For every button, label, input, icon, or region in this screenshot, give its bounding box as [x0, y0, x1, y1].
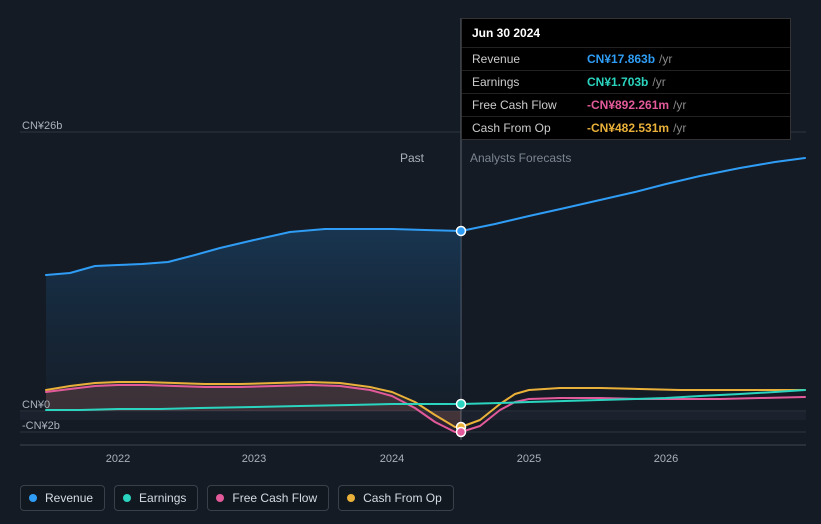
tooltip-row-value: -CN¥482.531m [587, 121, 669, 135]
legend-item-label: Cash From Op [363, 491, 442, 505]
tooltip-row-value: -CN¥892.261m [587, 98, 669, 112]
chart-legend: Revenue Earnings Free Cash Flow Cash From O… [20, 485, 454, 511]
x-tick-label: 2024 [380, 453, 404, 465]
tooltip-row: RevenueCN¥17.863b/yr [462, 47, 790, 70]
tooltip-row-unit: /yr [659, 52, 672, 66]
tooltip-row-unit: /yr [673, 98, 686, 112]
x-tick-label: 2025 [517, 453, 541, 465]
tooltip-row: EarningsCN¥1.703b/yr [462, 70, 790, 93]
tooltip-row: Cash From Op-CN¥482.531m/yr [462, 116, 790, 139]
highlight-marker-revenue [457, 227, 466, 236]
legend-item-cash_from_op[interactable]: Cash From Op [338, 485, 454, 511]
x-tick-label: 2023 [242, 453, 266, 465]
tooltip-row-label: Cash From Op [472, 121, 587, 135]
tooltip-row-value: CN¥17.863b [587, 52, 655, 66]
chart-tooltip: Jun 30 2024 RevenueCN¥17.863b/yrEarnings… [461, 18, 791, 140]
past-label: Past [400, 151, 424, 165]
legend-item-earnings[interactable]: Earnings [114, 485, 198, 511]
forecast-label: Analysts Forecasts [470, 151, 571, 165]
x-tick-label: 2026 [654, 453, 678, 465]
financial-chart: CN¥26b CN¥0 -CN¥2b 2022 2023 2024 2025 2026 Pas… [0, 0, 821, 524]
legend-item-revenue[interactable]: Revenue [20, 485, 105, 511]
x-tick-label: 2022 [106, 453, 130, 465]
tooltip-row-value: CN¥1.703b [587, 75, 648, 89]
tooltip-row-label: Earnings [472, 75, 587, 89]
y-tick-label: CN¥26b [22, 120, 62, 132]
y-tick-label: -CN¥2b [22, 420, 60, 432]
legend-dot-icon [216, 494, 224, 502]
tooltip-row-unit: /yr [652, 75, 665, 89]
tooltip-row-label: Revenue [472, 52, 587, 66]
legend-item-label: Revenue [45, 491, 93, 505]
highlight-marker-free_cash_flow [457, 428, 466, 437]
legend-item-label: Free Cash Flow [232, 491, 317, 505]
legend-dot-icon [29, 494, 37, 502]
legend-dot-icon [123, 494, 131, 502]
tooltip-title: Jun 30 2024 [462, 19, 790, 47]
legend-item-free_cash_flow[interactable]: Free Cash Flow [207, 485, 329, 511]
legend-dot-icon [347, 494, 355, 502]
y-tick-label: CN¥0 [22, 399, 50, 411]
highlight-marker-earnings [457, 400, 466, 409]
tooltip-row-label: Free Cash Flow [472, 98, 587, 112]
tooltip-row: Free Cash Flow-CN¥892.261m/yr [462, 93, 790, 116]
tooltip-row-unit: /yr [673, 121, 686, 135]
legend-item-label: Earnings [139, 491, 186, 505]
